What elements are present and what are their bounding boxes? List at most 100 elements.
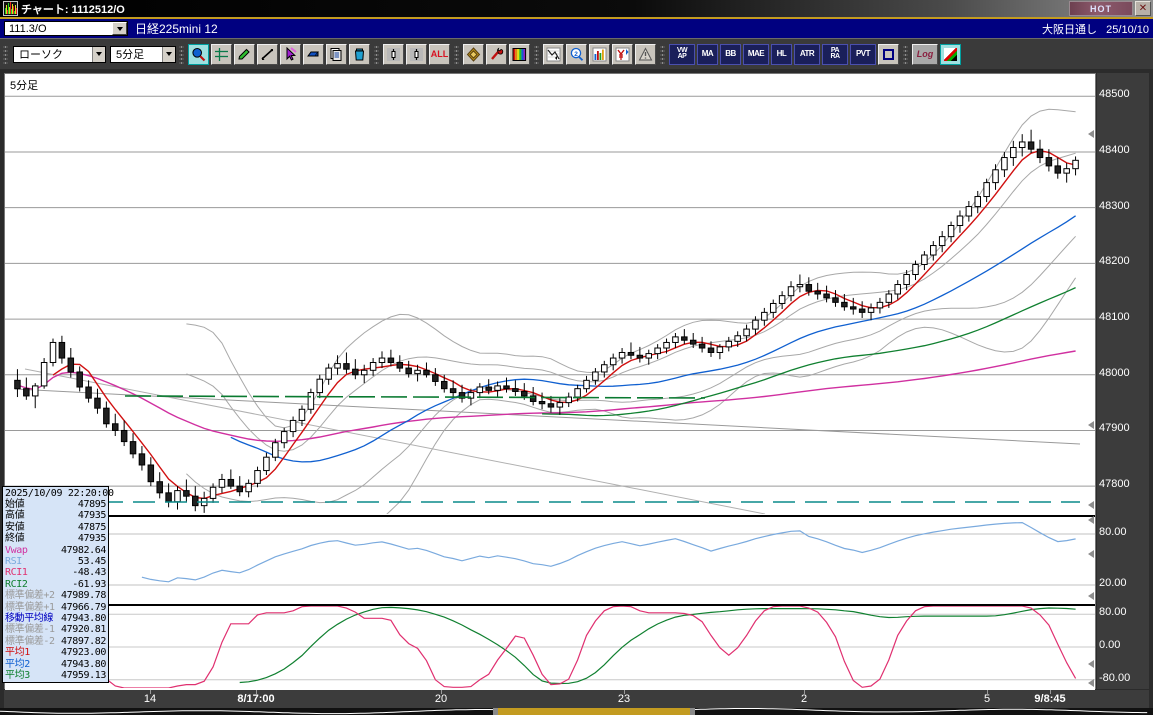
time-axis-tick [987,690,988,694]
overview-selection-handle[interactable] [493,708,695,715]
toolbar-grip[interactable] [3,43,8,65]
magnify-2-icon[interactable]: 2 [566,43,587,65]
toolbar-grip[interactable] [903,43,908,65]
copy-icon[interactable] [326,43,347,65]
para-button[interactable]: PA RA [822,43,848,65]
price-chart-svg [5,95,1095,514]
readout-row: 平均3 47959.13 [3,670,108,681]
current-value-marker [1088,679,1094,687]
readout-label: 高値 [5,510,25,522]
price-axis-label: 47800 [1099,478,1130,491]
frame-icon[interactable] [878,43,899,65]
readout-value: 47943.80 [61,613,106,625]
readout-label: RCI1 [5,567,28,579]
price-axis-label: 48300 [1099,199,1130,212]
readout-row: RSI 53.45 [3,556,108,567]
readout-label: RSI [5,556,22,568]
window-titlebar: チャート: 1112512/O HOT ✕ [0,0,1153,17]
current-value-marker [1088,659,1094,668]
toolbar-grip[interactable] [374,43,379,65]
toolbar-grip[interactable] [179,43,184,65]
candle-single-alt-icon[interactable] [406,43,427,65]
session-label: 大阪日通し [1042,23,1097,36]
readout-row: 標準偏差+1 47966.79 [3,602,108,613]
readout-row: 標準偏差-2 47897.82 [3,636,108,647]
readout-label: 終値 [5,533,25,545]
plot-area[interactable]: 5分足 [4,73,1096,690]
overview-scrollbar[interactable] [0,708,1153,715]
drawing-tools-group [187,43,371,65]
readout-value: -61.93 [72,578,106,590]
trendline-icon[interactable] [257,43,278,65]
readout-label: Vwap [5,544,28,556]
rsi-chart-svg [5,521,1095,586]
symbol-select[interactable]: 111.3/O [4,21,128,36]
toolbar-grip[interactable] [660,43,665,65]
bb-button[interactable]: BB [720,43,741,65]
analysis-tools-group [462,43,531,65]
alert-icon[interactable] [635,43,656,65]
hot-button[interactable]: HOT [1069,1,1133,16]
readout-label: 標準偏差+1 [5,601,55,613]
readout-value: 47989.78 [61,590,106,602]
rci-axis-label: 0.00 [1099,639,1121,651]
close-icon[interactable]: ✕ [1135,1,1151,16]
toolbar-grip[interactable] [534,43,539,65]
readout-label: 移動平均線 [5,613,53,625]
toolbar-grip[interactable] [454,43,459,65]
hl-button[interactable]: HL [771,43,792,65]
chevron-down-icon[interactable] [92,46,105,62]
volume-icon[interactable] [589,43,610,65]
crosshair-icon[interactable] [211,43,232,65]
cursor-icon[interactable] [280,43,301,65]
charttype-select[interactable]: ローソク [13,45,106,63]
chevron-down-icon[interactable] [162,46,175,62]
readout-value: 47920.81 [61,624,106,636]
candle-single-icon[interactable] [383,43,404,65]
eraser-icon[interactable] [303,43,324,65]
readout-label: 安値 [5,521,25,533]
price-axis-label: 48100 [1099,311,1130,324]
readout-value: 47935 [77,510,107,522]
yen-icon[interactable] [612,43,633,65]
rci-chart-svg [5,606,1095,688]
readout-value: 47982.64 [61,544,106,556]
time-axis-tick [441,690,442,694]
price-axis-label: 47900 [1099,422,1130,435]
titlebar-buttons: HOT ✕ [1069,1,1153,16]
readout-row: 始値 47895 [3,499,108,510]
interval-select[interactable]: 5分足 [110,45,176,63]
pvt-button[interactable]: PVT [850,43,876,65]
rci-panel[interactable] [5,604,1095,690]
settings-wrench-icon[interactable] [486,43,507,65]
palette-icon[interactable] [509,43,530,65]
zoom-icon[interactable] [188,43,209,65]
vwap-button[interactable]: VW AP [669,43,695,65]
readout-rows: 始値 47895 高値 47935 安値 47875 終値 47935 Vwap 47982.64… [3,499,108,682]
readout-row: RCI1 -48.43 [3,567,108,578]
time-axis-label: 2 [800,693,808,705]
log-button[interactable]: Log [912,43,938,65]
price-panel[interactable] [5,74,1095,514]
chevron-down-icon[interactable] [112,22,127,35]
atr-button[interactable]: ATR [794,43,820,65]
symbol-code: 111.3/O [9,22,47,35]
rsi-axis-label: 80.00 [1099,526,1127,538]
fib-icon[interactable] [543,43,564,65]
mae-button[interactable]: MAE [743,43,769,65]
rsi-panel[interactable] [5,515,1095,604]
color-icon[interactable] [940,43,961,65]
readout-value: 47966.79 [61,601,106,613]
highlighter-icon[interactable] [234,43,255,65]
readout-timestamp: 2025/10/09 22:20:00 [5,488,114,499]
trash-icon[interactable] [349,43,370,65]
time-axis-label: 14 [143,693,157,705]
ma-button[interactable]: MA [697,43,718,65]
time-axis-tick [1050,690,1051,694]
time-axis-tick [804,690,805,694]
readout-label: 始値 [5,499,25,510]
chart-icon [3,1,18,16]
readout-row: 移動平均線 47943.80 [3,613,108,624]
grid-icon[interactable] [463,43,484,65]
all-button[interactable]: ALL [429,43,450,65]
